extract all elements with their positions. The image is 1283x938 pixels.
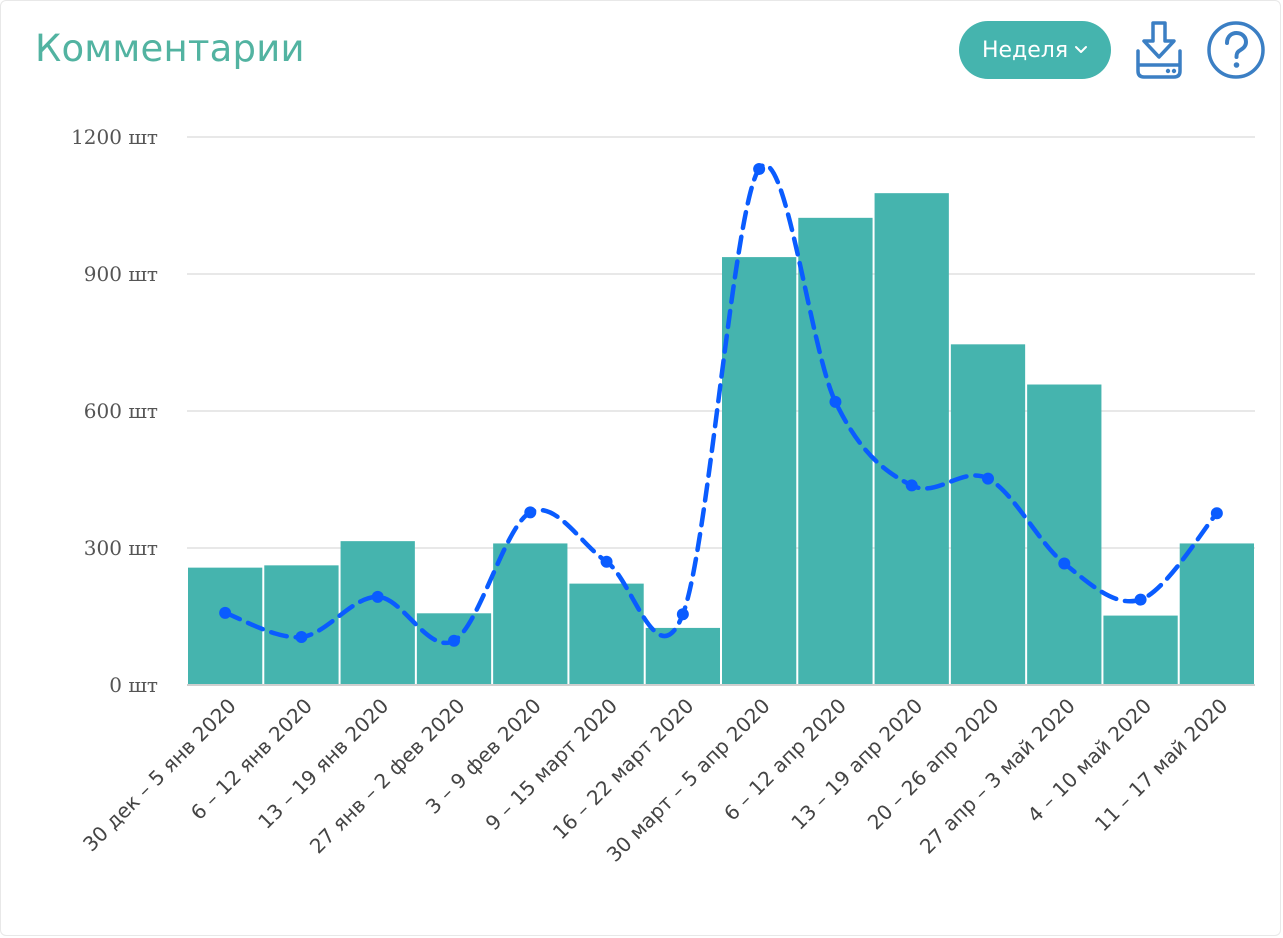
bar <box>950 344 1026 685</box>
line-point <box>753 162 766 175</box>
bar <box>188 567 263 685</box>
bar <box>798 217 873 685</box>
bar <box>1103 615 1178 685</box>
x-tick-label: 20 – 26 апр 2020 <box>863 694 1004 835</box>
bar <box>416 613 492 685</box>
bar <box>722 257 797 685</box>
download-icon[interactable] <box>1128 19 1190 81</box>
bar <box>645 627 720 685</box>
bar <box>493 543 568 685</box>
x-tick-label: 30 дек – 5 янв 2020 <box>78 694 241 857</box>
line-point <box>371 590 384 603</box>
line-point <box>829 395 842 408</box>
chart-title: Комментарии <box>35 27 305 70</box>
line-point <box>524 506 537 519</box>
y-tick-label: 300 шт <box>84 536 158 560</box>
period-label: Неделя <box>981 37 1069 63</box>
x-tick-label: 27 янв – 2 фев 2020 <box>305 694 470 859</box>
line-point <box>982 472 994 485</box>
y-tick-label: 0 шт <box>109 673 158 697</box>
line-point <box>676 608 689 621</box>
line-point <box>600 555 613 568</box>
y-tick-label: 1200 шт <box>71 125 158 149</box>
comments-chart: 0 шт 300 шт 600 шт 900 шт 1200 шт 30 дек – 5 … <box>71 125 1255 867</box>
bar <box>1179 543 1254 685</box>
series-line <box>222 163 1220 646</box>
x-tick-label: 27 апр – 3 май 2020 <box>915 694 1080 859</box>
x-tick-label: 11 – 17 май 2020 <box>1090 694 1233 837</box>
line-point <box>448 634 460 647</box>
line-point <box>295 631 308 644</box>
bar <box>874 193 949 686</box>
y-tick-label: 600 шт <box>84 399 158 423</box>
line-point <box>219 606 232 619</box>
x-tick-label: 13 – 19 апр 2020 <box>786 694 927 835</box>
line-point <box>1210 507 1223 520</box>
x-tick-label: 16 – 22 март 2020 <box>548 694 699 845</box>
period-dropdown[interactable]: Неделя <box>959 21 1111 79</box>
line-point <box>905 479 918 492</box>
help-icon[interactable] <box>1205 19 1267 81</box>
line-point <box>1058 557 1071 570</box>
y-tick-label: 900 шт <box>84 262 158 286</box>
line-point <box>1134 593 1147 606</box>
chevron-down-icon <box>1075 46 1088 53</box>
x-tick-label: 13 – 19 янв 2020 <box>253 694 393 834</box>
x-tick-label: 9 – 15 март 2020 <box>481 694 623 836</box>
